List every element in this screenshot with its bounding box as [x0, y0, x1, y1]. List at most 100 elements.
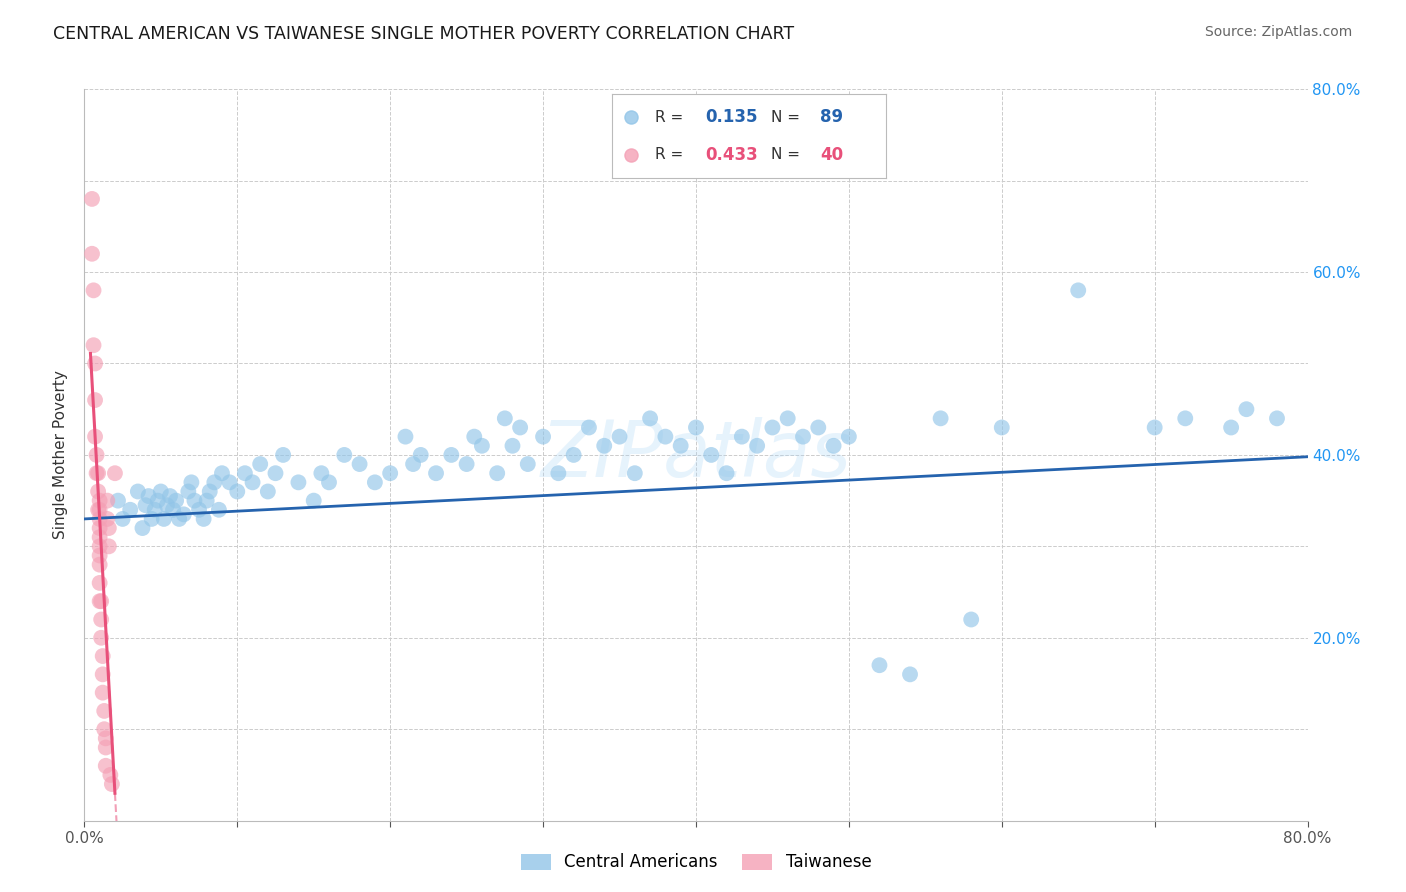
- Point: [1236, 402, 1258, 417]
- Point: [131, 521, 153, 535]
- Point: [89, 530, 111, 544]
- Point: [188, 503, 211, 517]
- Point: [624, 466, 647, 480]
- Text: 40: 40: [820, 145, 844, 163]
- Point: [747, 439, 769, 453]
- Point: [80, 192, 103, 206]
- Point: [218, 475, 240, 490]
- Point: [233, 466, 256, 480]
- Text: 0.433: 0.433: [704, 145, 758, 163]
- Point: [516, 457, 538, 471]
- Point: [318, 475, 340, 490]
- Point: [208, 503, 231, 517]
- Point: [620, 147, 643, 161]
- Point: [83, 338, 105, 352]
- Point: [302, 493, 325, 508]
- Point: [153, 512, 176, 526]
- Point: [394, 430, 416, 444]
- Point: [578, 420, 600, 434]
- Text: R =: R =: [655, 110, 683, 125]
- Point: [143, 503, 166, 517]
- Point: [96, 512, 118, 526]
- Point: [97, 539, 120, 553]
- Point: [159, 489, 181, 503]
- Point: [1174, 411, 1197, 425]
- Point: [333, 448, 356, 462]
- Point: [89, 493, 111, 508]
- Point: [271, 448, 294, 462]
- Text: ZIPatlas: ZIPatlas: [540, 417, 852, 493]
- Point: [111, 512, 134, 526]
- Point: [1265, 411, 1288, 425]
- Point: [440, 448, 463, 462]
- Point: [364, 475, 387, 490]
- Point: [89, 558, 111, 572]
- Point: [960, 613, 983, 627]
- Point: [202, 475, 225, 490]
- Point: [80, 246, 103, 260]
- Point: [83, 284, 105, 298]
- Point: [929, 411, 952, 425]
- Point: [87, 503, 110, 517]
- Point: [211, 466, 233, 480]
- Point: [98, 768, 121, 782]
- Point: [776, 411, 799, 425]
- Point: [1067, 284, 1090, 298]
- Point: [792, 430, 814, 444]
- Point: [425, 466, 447, 480]
- Point: [486, 466, 509, 480]
- Point: [86, 448, 108, 462]
- Point: [562, 448, 585, 462]
- Text: CENTRAL AMERICAN VS TAIWANESE SINGLE MOTHER POVERTY CORRELATION CHART: CENTRAL AMERICAN VS TAIWANESE SINGLE MOT…: [53, 25, 794, 43]
- Point: [141, 512, 163, 526]
- Point: [89, 512, 111, 526]
- Point: [89, 549, 111, 563]
- Point: [89, 503, 111, 517]
- Point: [471, 439, 494, 453]
- Point: [349, 457, 371, 471]
- Point: [93, 704, 115, 718]
- Point: [380, 466, 402, 480]
- Text: 89: 89: [820, 109, 844, 127]
- Point: [91, 667, 114, 681]
- Point: [89, 521, 111, 535]
- Point: [620, 111, 643, 125]
- Point: [156, 498, 179, 512]
- Point: [654, 430, 676, 444]
- Point: [198, 484, 221, 499]
- Point: [87, 466, 110, 480]
- Text: R =: R =: [655, 147, 683, 162]
- Point: [107, 493, 129, 508]
- Point: [120, 503, 142, 517]
- Point: [90, 631, 112, 645]
- Point: [193, 512, 215, 526]
- Point: [84, 392, 107, 407]
- Point: [838, 430, 860, 444]
- Point: [167, 512, 190, 526]
- Point: [180, 475, 202, 490]
- Point: [91, 686, 114, 700]
- Point: [149, 484, 172, 499]
- Point: [90, 613, 112, 627]
- Point: [146, 493, 169, 508]
- Y-axis label: Single Mother Poverty: Single Mother Poverty: [53, 370, 69, 540]
- Point: [807, 420, 830, 434]
- Point: [91, 649, 114, 664]
- Point: [183, 493, 205, 508]
- Point: [87, 484, 110, 499]
- Text: 0.135: 0.135: [704, 109, 758, 127]
- Point: [869, 658, 891, 673]
- Text: N =: N =: [770, 147, 800, 162]
- Point: [264, 466, 287, 480]
- Point: [731, 430, 754, 444]
- Legend: Central Americans, Taiwanese: Central Americans, Taiwanese: [513, 847, 879, 878]
- Point: [242, 475, 264, 490]
- Point: [685, 420, 707, 434]
- Point: [96, 493, 118, 508]
- Point: [94, 731, 117, 746]
- Point: [761, 420, 783, 434]
- Point: [494, 411, 516, 425]
- Point: [162, 503, 184, 517]
- Point: [177, 484, 200, 499]
- Point: [101, 777, 124, 791]
